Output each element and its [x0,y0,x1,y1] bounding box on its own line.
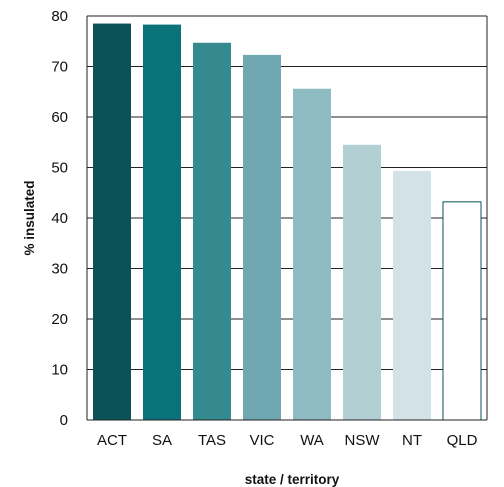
x-tick-label-qld: QLD [447,432,478,449]
bar-sa [143,24,181,421]
x-tick-label-vic: VIC [249,432,274,449]
x-tick-label-nsw: NSW [345,432,381,449]
y-tick-label-50: 50 [51,160,68,177]
x-tick-label-act: ACT [97,432,127,449]
x-tick-label-tas: TAS [198,432,226,449]
y-tick-label-20: 20 [51,311,68,328]
y-tick-label-80: 80 [51,8,68,25]
bar-act [93,23,131,420]
y-tick-label-60: 60 [51,109,68,126]
y-tick-label-10: 10 [51,362,68,379]
y-tick-label-70: 70 [51,59,68,76]
bar-qld [442,201,482,421]
y-tick-label-40: 40 [51,210,68,227]
bar-nsw [343,144,381,420]
y-tick-label-30: 30 [51,261,68,278]
y-axis-ticks: 0 10 20 30 40 50 60 70 80 [51,8,68,429]
x-tick-label-wa: WA [300,432,324,449]
x-axis-ticks: ACT SA TAS VIC WA NSW NT QLD [97,432,478,449]
bar-wa [293,88,331,420]
x-axis-title: state / territory [245,472,340,487]
y-axis-title: % insulated [22,180,37,255]
x-tick-label-sa: SA [152,432,172,449]
bar-tas [193,42,231,420]
x-tick-label-nt: NT [402,432,422,449]
bar-vic [243,54,281,420]
bars [93,23,482,421]
y-tick-label-0: 0 [60,412,68,429]
bar-nt [393,171,431,420]
